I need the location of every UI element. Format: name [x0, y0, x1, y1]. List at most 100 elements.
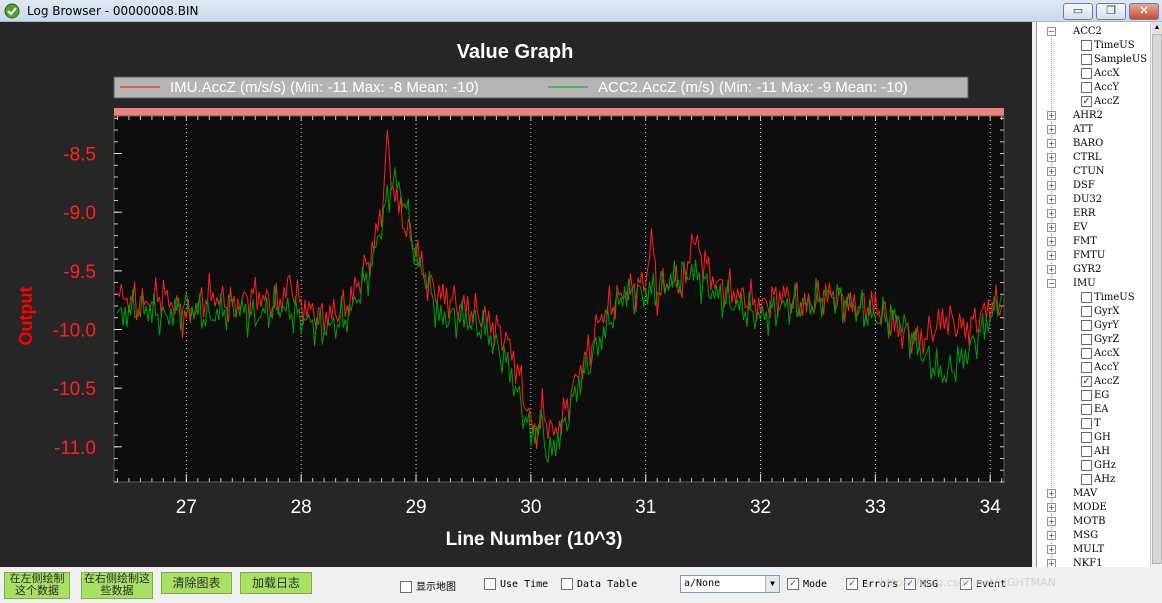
tree-field-gyry[interactable]: GyrY: [1037, 319, 1157, 333]
expand-icon[interactable]: +: [1047, 111, 1056, 120]
minimize-button[interactable]: ▭: [1063, 3, 1093, 20]
tree-field-timeus[interactable]: TimeUS: [1037, 39, 1157, 53]
load-log-button[interactable]: 加载日志: [240, 572, 312, 594]
use-time-checkbox[interactable]: Use Time: [484, 578, 548, 592]
errors-flag-checkbox[interactable]: ✓ Errors: [846, 578, 898, 592]
checkbox[interactable]: [1081, 362, 1092, 373]
show-map-checkbox[interactable]: 显示地图: [400, 578, 456, 593]
tree-group-mult[interactable]: + MULT: [1037, 543, 1157, 557]
msg-flag-checkbox[interactable]: ✓ MSG: [904, 578, 938, 592]
plot-right-button[interactable]: 在右侧绘制这些数据: [81, 572, 153, 599]
expand-icon[interactable]: +: [1047, 223, 1056, 232]
check-icon[interactable]: ✓: [904, 578, 916, 590]
event-flag-checkbox[interactable]: ✓ Event: [960, 578, 1006, 592]
expand-icon[interactable]: +: [1047, 237, 1056, 246]
checkbox[interactable]: [1081, 334, 1092, 345]
checkbox[interactable]: [1081, 432, 1092, 443]
tree-group-mav[interactable]: + MAV: [1037, 487, 1157, 501]
collapse-icon[interactable]: −: [1047, 279, 1056, 288]
expand-icon[interactable]: +: [1047, 139, 1056, 148]
tree-field-accz[interactable]: ✓ AccZ: [1037, 375, 1157, 389]
tree-field-gyrz[interactable]: GyrZ: [1037, 333, 1157, 347]
check-icon[interactable]: ✓: [787, 578, 799, 590]
tree-field-gh[interactable]: GH: [1037, 431, 1157, 445]
tree-field-accz[interactable]: ✓ AccZ: [1037, 95, 1157, 109]
expand-icon[interactable]: +: [1047, 503, 1056, 512]
use-time-box[interactable]: [484, 578, 496, 590]
tree-field-ah[interactable]: AH: [1037, 445, 1157, 459]
data-table-checkbox[interactable]: Data Table: [561, 578, 637, 592]
expand-icon[interactable]: +: [1047, 195, 1056, 204]
plot-left-button[interactable]: 在左侧绘制这个数据: [4, 572, 70, 599]
mode-flag-checkbox[interactable]: ✓ Mode: [787, 578, 827, 592]
expand-icon[interactable]: +: [1047, 167, 1056, 176]
expand-icon[interactable]: +: [1047, 181, 1056, 190]
tree-group-ahr2[interactable]: + AHR2: [1037, 109, 1157, 123]
checkbox[interactable]: [1081, 460, 1092, 471]
mode-combo[interactable]: a/None ▼: [680, 575, 780, 593]
tree-group-mode[interactable]: + MODE: [1037, 501, 1157, 515]
checkbox[interactable]: [1081, 82, 1092, 93]
tree-field-ahz[interactable]: AHz: [1037, 473, 1157, 487]
checkbox[interactable]: [1081, 54, 1092, 65]
scroll-up-icon[interactable]: ▲: [1152, 22, 1162, 34]
tree-group-baro[interactable]: + BARO: [1037, 137, 1157, 151]
check-icon[interactable]: ✓: [1081, 376, 1092, 387]
checkbox[interactable]: [1081, 40, 1092, 51]
tree-group-fmtu[interactable]: + FMTU: [1037, 249, 1157, 263]
tree-group-acc2[interactable]: − ACC2: [1037, 25, 1157, 39]
checkbox[interactable]: [1081, 404, 1092, 415]
tree-group-gyr2[interactable]: + GYR2: [1037, 263, 1157, 277]
checkbox[interactable]: [1081, 306, 1092, 317]
tree-group-motb[interactable]: + MOTB: [1037, 515, 1157, 529]
tree-field-accx[interactable]: AccX: [1037, 67, 1157, 81]
tree-scrollbar[interactable]: ▲: [1150, 22, 1162, 570]
checkbox[interactable]: [1081, 68, 1092, 79]
tree-field-t[interactable]: T: [1037, 417, 1157, 431]
checkbox[interactable]: [1081, 474, 1092, 485]
tree-field-accx[interactable]: AccX: [1037, 347, 1157, 361]
expand-icon[interactable]: +: [1047, 517, 1056, 526]
tree-field-accy[interactable]: AccY: [1037, 361, 1157, 375]
close-button[interactable]: ✕: [1129, 3, 1159, 20]
tree-group-imu[interactable]: − IMU: [1037, 277, 1157, 291]
scroll-thumb[interactable]: [1152, 34, 1162, 564]
tree-group-dsf[interactable]: + DSF: [1037, 179, 1157, 193]
expand-icon[interactable]: +: [1047, 153, 1056, 162]
clear-graph-button[interactable]: 清除图表: [161, 572, 232, 594]
check-icon[interactable]: ✓: [846, 578, 858, 590]
expand-icon[interactable]: +: [1047, 531, 1056, 540]
checkbox[interactable]: [1081, 418, 1092, 429]
expand-icon[interactable]: +: [1047, 545, 1056, 554]
tree-group-ctun[interactable]: + CTUN: [1037, 165, 1157, 179]
value-graph[interactable]: Value Graph IMU.AccZ (m/s/s) (Min: -11 M…: [0, 22, 1032, 567]
tree-field-eg[interactable]: EG: [1037, 389, 1157, 403]
expand-icon[interactable]: +: [1047, 125, 1056, 134]
check-icon[interactable]: ✓: [1081, 96, 1092, 107]
tree-group-ev[interactable]: + EV: [1037, 221, 1157, 235]
checkbox[interactable]: [1081, 390, 1092, 401]
checkbox[interactable]: [1081, 320, 1092, 331]
restore-button[interactable]: ❐: [1096, 3, 1126, 20]
tree-group-fmt[interactable]: + FMT: [1037, 235, 1157, 249]
tree-field-gyrx[interactable]: GyrX: [1037, 305, 1157, 319]
tree-field-sampleus[interactable]: SampleUS: [1037, 53, 1157, 67]
tree-group-err[interactable]: + ERR: [1037, 207, 1157, 221]
tree-field-timeus[interactable]: TimeUS: [1037, 291, 1157, 305]
check-icon[interactable]: ✓: [960, 578, 972, 590]
checkbox[interactable]: [1081, 348, 1092, 359]
data-table-box[interactable]: [561, 578, 573, 590]
tree-field-ea[interactable]: EA: [1037, 403, 1157, 417]
collapse-icon[interactable]: −: [1047, 27, 1056, 36]
expand-icon[interactable]: +: [1047, 209, 1056, 218]
tree-group-ctrl[interactable]: + CTRL: [1037, 151, 1157, 165]
tree-field-accy[interactable]: AccY: [1037, 81, 1157, 95]
tree-group-du32[interactable]: + DU32: [1037, 193, 1157, 207]
tree-field-ghz[interactable]: GHz: [1037, 459, 1157, 473]
show-map-box[interactable]: [400, 581, 412, 593]
field-tree[interactable]: − ACC2 TimeUS SampleUS AccX AccY ✓ AccZ + AHR2 + AT…: [1036, 22, 1162, 570]
expand-icon[interactable]: +: [1047, 489, 1056, 498]
checkbox[interactable]: [1081, 292, 1092, 303]
checkbox[interactable]: [1081, 446, 1092, 457]
tree-group-msg[interactable]: + MSG: [1037, 529, 1157, 543]
